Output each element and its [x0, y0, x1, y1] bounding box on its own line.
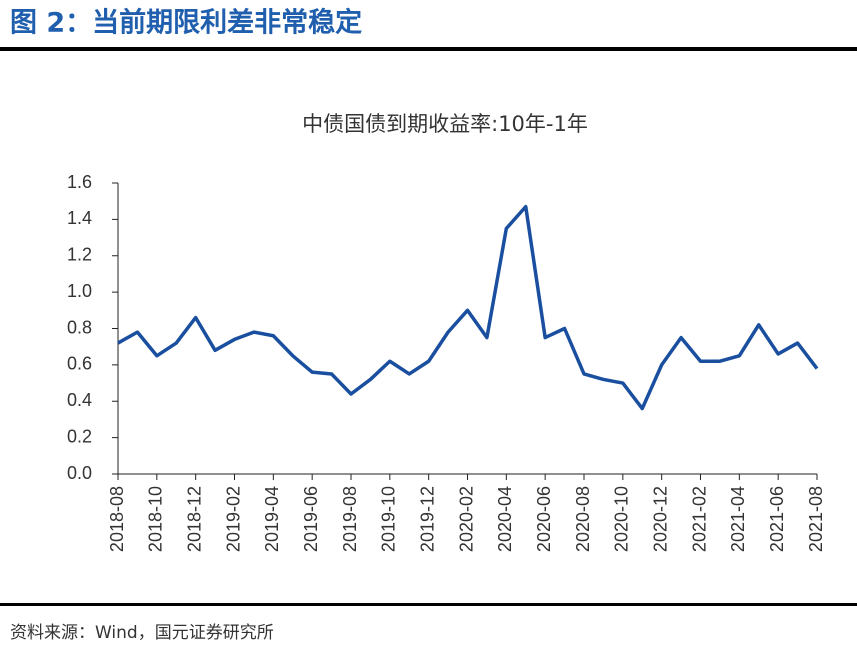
x-tick-label: 2018-12: [184, 486, 204, 552]
x-tick-label: 2020-08: [573, 486, 593, 552]
x-tick-label: 2020-02: [456, 486, 476, 552]
figure-title: 图 2：当前期限利差非常稳定: [10, 7, 362, 39]
data-line: [117, 204, 819, 411]
y-tick-label: 1.4: [67, 208, 92, 228]
x-tick-label: 2019-06: [301, 486, 321, 552]
x-tick-label: 2020-10: [612, 486, 632, 552]
y-tick-label: 1.0: [67, 281, 92, 301]
x-tick-label: 2018-10: [146, 486, 166, 552]
x-tick-label: 2018-08: [107, 486, 127, 552]
x-tick-label: 2019-12: [417, 486, 437, 552]
footer-rule: [0, 603, 857, 606]
x-tick-label: 2021-06: [767, 486, 787, 552]
x-tick-label: 2019-04: [262, 486, 282, 552]
x-tick-label: 2019-10: [379, 486, 399, 552]
x-tick-label: 2020-12: [650, 486, 670, 552]
x-tick-label: 2021-02: [689, 486, 709, 552]
y-tick-label: 0.0: [67, 463, 92, 483]
x-tick-label: 2021-04: [728, 486, 748, 552]
y-tick-label: 0.2: [67, 426, 92, 446]
x-tick-label: 2020-04: [495, 486, 515, 552]
y-tick-label: 1.2: [67, 245, 92, 265]
y-tick-label: 0.8: [67, 317, 92, 337]
source-note: 资料来源：Wind，国元证券研究所: [10, 623, 274, 643]
header-rule: [0, 47, 857, 51]
y-tick-label: 1.6: [67, 172, 92, 192]
x-tick-label: 2021-08: [806, 486, 826, 552]
y-tick-label: 0.6: [67, 354, 92, 374]
chart-title: 中债国债到期收益率:10年-1年: [302, 112, 588, 136]
x-tick-label: 2019-02: [223, 486, 243, 552]
x-tick-label: 2019-08: [340, 486, 360, 552]
y-tick-label: 0.4: [67, 390, 92, 410]
x-tick-label: 2020-06: [534, 486, 554, 552]
